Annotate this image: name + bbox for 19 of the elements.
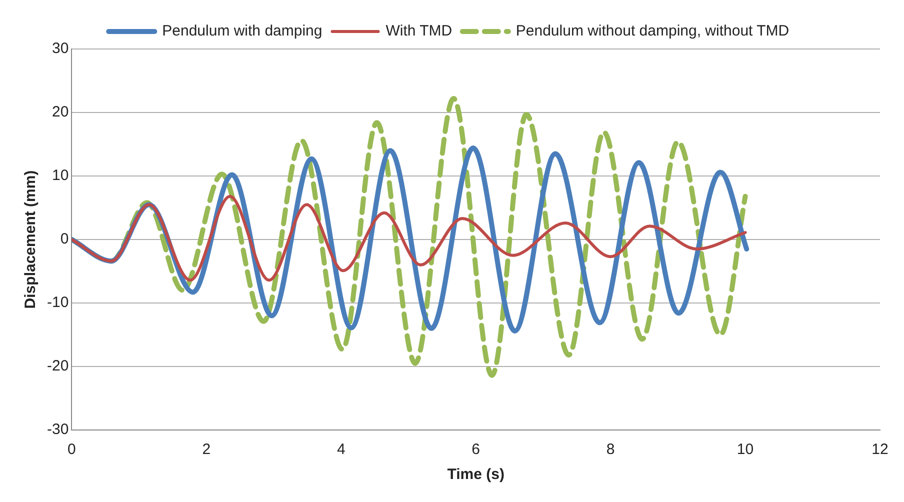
y-tick-label: 0: [60, 230, 69, 248]
y-tick-label: -10: [46, 294, 69, 312]
x-tick-label: 8: [606, 441, 615, 458]
legend-label: Pendulum with damping: [162, 22, 322, 40]
y-tick-label: -30: [46, 421, 69, 438]
x-tick-label: 6: [472, 441, 480, 458]
line-series: [72, 194, 747, 282]
y-tick-label: 20: [52, 104, 69, 121]
x-tick-label: 12: [872, 441, 888, 458]
x-tick-label: 2: [202, 441, 211, 458]
x-tick-label: 4: [336, 441, 346, 458]
y-tick-label: 30: [52, 40, 69, 58]
legend-label: With TMD: [386, 22, 452, 40]
y-tick-label: 10: [52, 167, 69, 184]
legend-label: Pendulum without damping, without TMD: [516, 22, 790, 40]
x-axis-title: Time (s): [447, 466, 504, 484]
y-axis-title: Displacement (mm): [22, 170, 40, 309]
y-tick-label: -20: [46, 358, 69, 375]
x-tick-label: 10: [736, 441, 754, 458]
